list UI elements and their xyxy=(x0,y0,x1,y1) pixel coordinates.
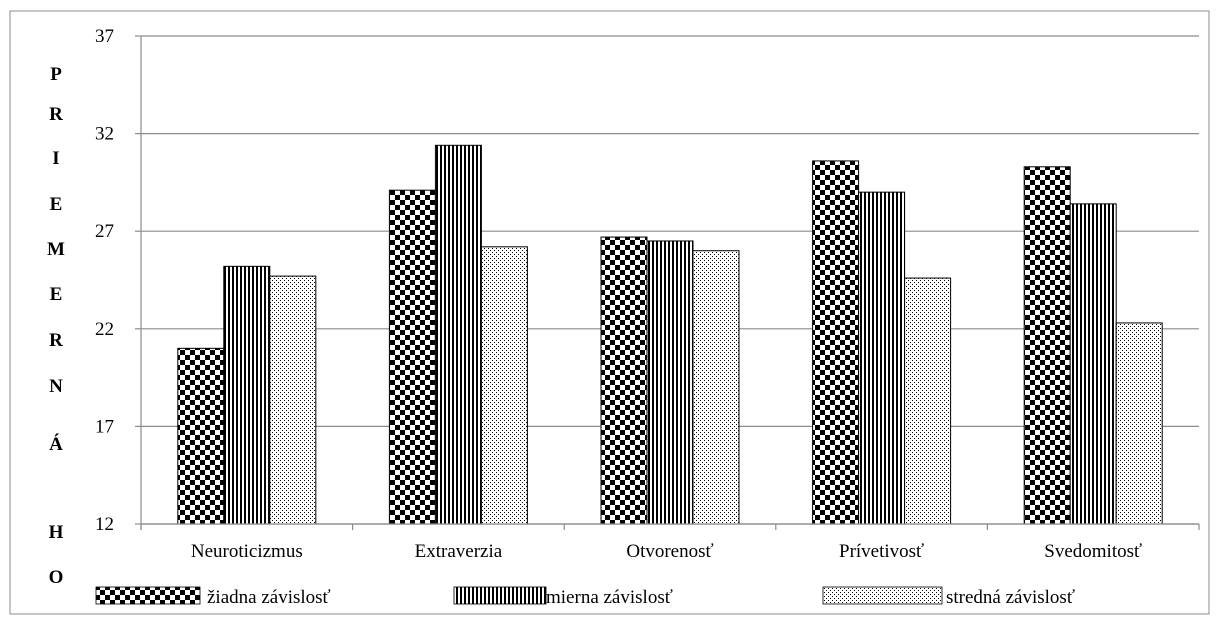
y-axis-title-letter: H xyxy=(49,522,64,543)
y-tick-label: 17 xyxy=(95,416,114,437)
legend-swatch-dots xyxy=(822,586,943,605)
y-tick-label: 12 xyxy=(95,514,114,535)
legend-swatch-checker xyxy=(95,586,201,605)
bar-vstripes xyxy=(1069,203,1117,525)
y-axis-title-letter: R xyxy=(49,330,63,351)
y-axis-title-letter: P xyxy=(50,64,62,85)
bar-dots xyxy=(692,250,740,525)
bar-vstripes xyxy=(223,265,271,525)
bar-vstripes xyxy=(434,144,482,525)
y-tick-label: 27 xyxy=(95,221,114,242)
bar-checker xyxy=(600,236,648,525)
y-axis-title-letter: N xyxy=(49,376,63,397)
y-axis-title-letter: Á xyxy=(49,433,63,455)
bar-checker xyxy=(812,160,860,525)
x-tick-label: Neuroticizmus xyxy=(191,541,303,562)
y-axis-title-letter: E xyxy=(50,284,63,305)
bar-dots xyxy=(269,275,317,525)
bar-checker xyxy=(177,347,225,525)
bars-layer xyxy=(177,144,1163,525)
bar-dots xyxy=(1115,322,1163,525)
bar-checker xyxy=(388,189,436,525)
axis-layer: 12 17 22 27 32 37 Neuroticizmus Extraverzia Otvo… xyxy=(95,26,1200,562)
legend-swatch-vstripes xyxy=(453,586,547,605)
x-tick-label: Svedomitosť xyxy=(1044,541,1142,562)
bar-dots xyxy=(480,246,528,525)
bar-dots xyxy=(904,277,952,525)
y-tick-label: 37 xyxy=(95,26,114,47)
y-tick-label: 22 xyxy=(95,319,114,340)
y-axis-title-letter: M xyxy=(47,239,65,260)
legend-label: stredná závislosť xyxy=(946,587,1075,608)
x-tick-label: Extraverzia xyxy=(415,541,503,562)
legend: žiadna závislosť mierna závislosť stredná … xyxy=(95,586,1075,608)
y-axis-title-letter: O xyxy=(49,567,64,588)
bar-vstripes xyxy=(858,191,906,525)
legend-label: mierna závislosť xyxy=(546,587,673,608)
y-axis-title-letter: I xyxy=(52,148,59,169)
x-tick-label: Otvorenosť xyxy=(626,541,713,562)
y-axis-title-letter: E xyxy=(50,194,63,215)
y-axis-title-letter: R xyxy=(49,104,63,125)
chart-frame xyxy=(9,10,1210,615)
bar-vstripes xyxy=(646,240,694,525)
x-tick-label: Prívetivosť xyxy=(839,541,924,562)
legend-label: žiadna závislosť xyxy=(207,587,331,608)
bar-checker xyxy=(1023,166,1071,525)
y-tick-label: 32 xyxy=(95,124,114,145)
